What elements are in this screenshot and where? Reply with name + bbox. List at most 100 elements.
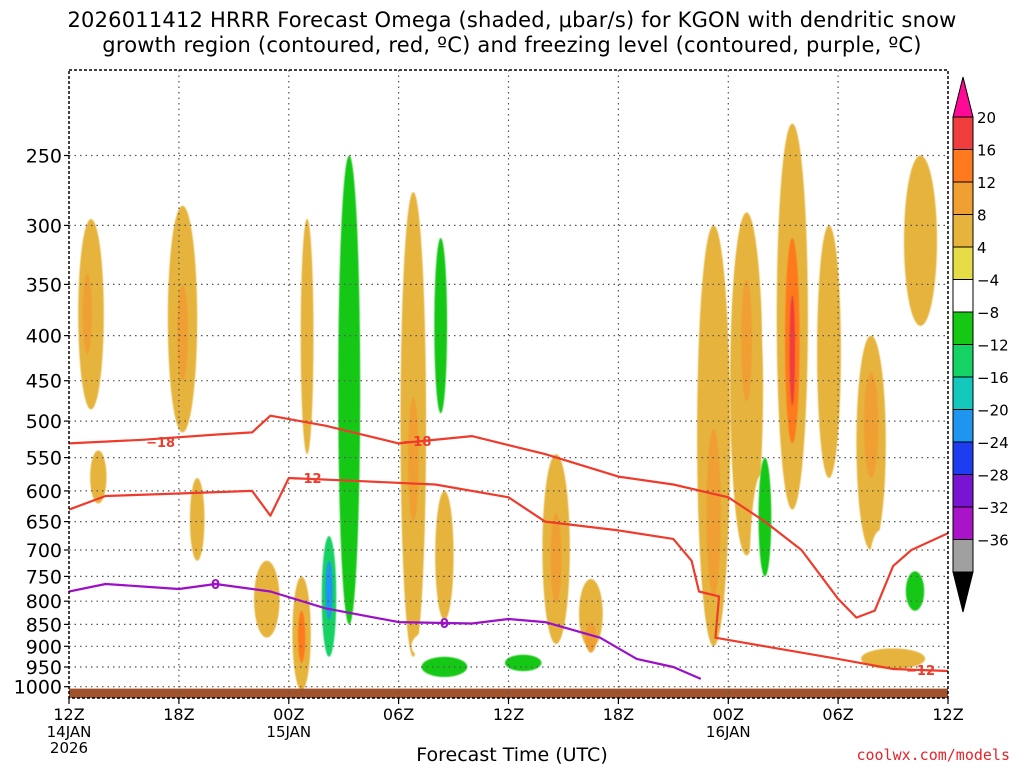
colorbar-segment (952, 279, 974, 313)
y-tick-label: 700 (26, 540, 62, 562)
omega-shading-layer (72, 70, 938, 697)
colorbar: 20 16 12 8 4 −4 −8 −12 −16 −20 −24 −28 −32 −36 (952, 76, 1009, 613)
omega-cell (579, 579, 603, 649)
omega-cell (861, 648, 926, 669)
y-tick-label: 550 (26, 448, 62, 470)
colorbar-segment (952, 409, 974, 443)
chart-title-line2: growth region (contoured, red, ºC) and f… (102, 33, 922, 57)
dgz-minus18-contour (69, 414, 948, 619)
omega-cell (622, 184, 644, 472)
axes-layer: 2503003504004505005506006507007508008509… (14, 69, 964, 757)
colorbar-segment (952, 116, 974, 150)
colorbar-label: 16 (977, 142, 996, 160)
omega-cell (741, 278, 753, 402)
colorbar-label: −12 (977, 337, 1009, 355)
colorbar-segment (952, 311, 974, 345)
colorbar-top-arrow (952, 76, 974, 118)
colorbar-label: −16 (977, 369, 1009, 387)
x-tick-label: 18Z (603, 705, 634, 724)
omega-cell (116, 563, 132, 618)
x-tick-label: 06Z (822, 705, 853, 724)
y-tick-label: 450 (26, 371, 62, 393)
colorbar-segment (952, 539, 974, 573)
grid-layer (69, 70, 948, 698)
colorbar-label: −24 (977, 434, 1009, 452)
colorbar-label: −4 (977, 272, 999, 290)
x-year-label: 2026 (50, 739, 88, 757)
omega-cell (863, 372, 879, 478)
omega-cell (529, 184, 543, 472)
y-tick-label: 800 (26, 591, 62, 613)
contour-label-layer: −18 −18 −12 −12 0 0 (146, 435, 935, 679)
colorbar-segment (952, 344, 974, 378)
y-tick-label: 350 (26, 274, 62, 296)
omega-cell (257, 177, 284, 331)
colorbar-label: −36 (977, 532, 1009, 550)
omega-cell (189, 478, 205, 561)
colorbar-label: 20 (977, 109, 996, 127)
omega-cell (411, 626, 485, 665)
y-tick-label: 250 (26, 146, 62, 168)
omega-cell (550, 512, 562, 604)
omega-cell (297, 610, 306, 663)
x-tick-label: 00Z (273, 705, 304, 724)
contour-layer (69, 414, 948, 680)
dgz-minus18-contour-label: −18 (402, 435, 431, 450)
omega-cell (300, 218, 314, 455)
colorbar-segment (952, 181, 974, 215)
omega-cell (325, 560, 333, 620)
x-tick-label: 12Z (493, 705, 524, 724)
omega-cell (82, 273, 92, 355)
x-tick-label: 12Z (53, 705, 84, 724)
y-tick-label: 950 (26, 657, 62, 679)
omega-cell (434, 237, 448, 414)
omega-cell (758, 457, 772, 577)
ground-layer (69, 688, 948, 698)
omega-cell (504, 654, 542, 672)
colorbar-label: −28 (977, 467, 1009, 485)
colorbar-segment (952, 149, 974, 183)
y-tick-label: 1000 (14, 677, 62, 699)
omega-cell (904, 155, 937, 326)
colorbar-segment (952, 474, 974, 508)
colorbar-label: 4 (977, 239, 987, 257)
y-tick-label: 300 (26, 215, 62, 237)
x-tick-label: 06Z (383, 705, 414, 724)
x-axis-label: Forecast Time (UTC) (416, 744, 608, 766)
dgz-minus12-contour-label: −12 (906, 664, 935, 679)
omega-cell (789, 295, 795, 406)
omega-cell (585, 622, 597, 653)
colorbar-segment (952, 376, 974, 410)
y-tick-label: 750 (26, 566, 62, 588)
omega-cell (407, 397, 419, 522)
omega-cell (111, 192, 152, 377)
dgz-minus18-contour-label: −18 (146, 436, 175, 451)
omega-cell (706, 428, 721, 597)
colorbar-label: 8 (977, 207, 987, 225)
y-tick-label: 500 (26, 411, 62, 433)
x-date-label: 15JAN (266, 723, 311, 741)
omega-cell (435, 490, 454, 620)
y-tick-label: 900 (26, 636, 62, 658)
x-tick-label: 00Z (713, 705, 744, 724)
omega-cell (477, 624, 569, 667)
x-tick-label: 12Z (932, 705, 963, 724)
colorbar-label: −32 (977, 499, 1009, 517)
colorbar-label: 12 (977, 174, 996, 192)
x-date-label: 16JAN (706, 723, 751, 741)
credit-text: coolwx.com/models (856, 746, 1010, 764)
omega-cell (338, 155, 361, 625)
omega-cell (72, 635, 95, 674)
freezing-level-contour-label: 0 (211, 578, 220, 593)
colorbar-label: −20 (977, 402, 1009, 420)
colorbar-segment (952, 246, 974, 280)
x-tick-label: 18Z (163, 705, 194, 724)
omega-cell (817, 225, 841, 478)
y-tick-label: 400 (26, 326, 62, 348)
omega-cell (585, 163, 608, 519)
omega-cell (868, 530, 893, 627)
omega-cell (90, 450, 107, 504)
colorbar-segment (952, 506, 974, 540)
colorbar-segment (952, 214, 974, 248)
